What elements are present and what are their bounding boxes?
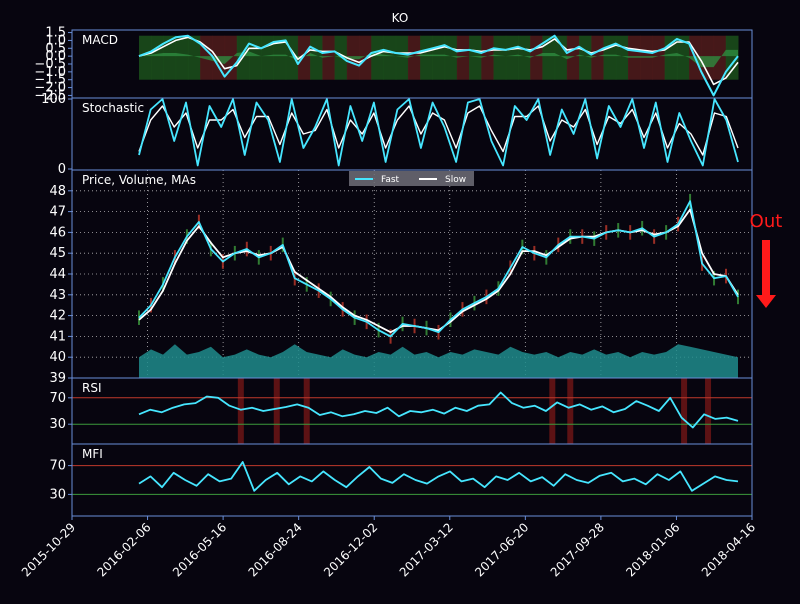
macd-shade-band: [444, 35, 458, 80]
y-tick-label: 30: [49, 417, 66, 432]
macd-shade-band: [542, 35, 556, 80]
macd-shade-band: [615, 35, 629, 80]
macd-shade-band: [273, 35, 287, 80]
macd-signal-line: [138, 36, 739, 86]
x-tick-label: 2016-05-16: [170, 520, 229, 579]
macd-shade-band: [640, 35, 653, 80]
panel-title: MFI: [82, 447, 103, 461]
y-tick-label: 39: [49, 371, 66, 386]
y-tick-label: 0: [58, 162, 66, 177]
x-tick-label: 2018-04-16: [699, 520, 758, 579]
x-tick-label: 2015-10-29: [19, 520, 78, 579]
macd-shade-band: [469, 35, 482, 80]
macd-shade-band: [163, 35, 177, 80]
macd-shade-band: [481, 35, 495, 80]
x-tick-label: 2017-09-28: [548, 520, 607, 579]
x-tick-label: 2016-02-06: [94, 520, 153, 579]
chart-title: KO: [392, 11, 409, 25]
macd-shade-band: [652, 35, 666, 80]
macd-shade-band: [395, 35, 409, 80]
y-tick-label: −2.5: [34, 88, 66, 103]
mfi-line: [138, 461, 739, 492]
macd-shade-band: [139, 35, 152, 80]
macd-shade-band: [627, 35, 641, 80]
y-tick-label: 1.0: [45, 33, 66, 48]
panel-title: MACD: [82, 33, 118, 47]
panel-title: Price, Volume, MAs: [82, 173, 196, 187]
volume-area: [139, 344, 738, 378]
out-annotation: Out: [750, 211, 783, 232]
macd-shade-band: [383, 35, 397, 80]
rsi-highlight-band: [237, 378, 244, 444]
x-tick-label: 2017-03-12: [397, 520, 456, 579]
x-tick-label: 2018-01-06: [623, 520, 682, 579]
macd-line: [138, 34, 739, 97]
macd-shade-band: [151, 35, 164, 80]
macd-shade-band: [187, 35, 201, 80]
rsi-highlight-band: [681, 378, 688, 444]
macd-shade-band: [603, 35, 617, 80]
macd-shade-band: [420, 35, 433, 80]
x-tick-label: 2016-12-02: [321, 520, 380, 579]
y-tick-label: 100: [41, 92, 66, 107]
x-tick-label: 2017-06-20: [472, 520, 531, 579]
macd-shade-band: [432, 35, 446, 80]
rsi-highlight-band: [303, 378, 310, 444]
macd-shade-band: [297, 35, 311, 80]
y-tick-label: 30: [49, 487, 66, 502]
y-tick-label: 0.5: [45, 41, 66, 56]
macd-shade-band: [566, 35, 580, 80]
macd-shade-band: [407, 35, 421, 80]
macd-shade-band: [456, 35, 470, 80]
macd-shade-band: [175, 35, 189, 80]
panel-frame: [71, 443, 753, 517]
y-tick-label: 41: [49, 329, 66, 344]
macd-shade-band: [310, 35, 323, 80]
stochastic-k-line: [138, 98, 739, 167]
y-tick-label: 0.0: [45, 49, 66, 64]
macd-shade-band: [579, 35, 592, 80]
y-tick-label: 70: [49, 459, 66, 474]
legend-label-slow: Slow: [445, 175, 466, 185]
y-tick-label: 48: [49, 184, 66, 199]
x-tick-label: 2016-08-24: [246, 520, 305, 579]
fast-ma-line: [138, 200, 739, 338]
y-tick-label: 70: [49, 391, 66, 406]
y-tick-label: 43: [49, 288, 66, 303]
down-arrow-icon: [756, 240, 776, 308]
panel-title: RSI: [82, 381, 102, 395]
macd-shade-band: [322, 35, 336, 80]
y-tick-label: −1.5: [34, 73, 66, 88]
legend-label-fast: Fast: [381, 175, 400, 185]
macd-shade-band: [249, 35, 262, 80]
y-tick-label: 44: [49, 267, 66, 282]
macd-shade-band: [676, 35, 690, 80]
rsi-line: [138, 391, 739, 429]
y-tick-label: 42: [49, 309, 66, 324]
macd-shade-band: [530, 35, 543, 80]
y-tick-label: −2.0: [34, 81, 66, 96]
macd-shade-band: [505, 35, 519, 80]
rsi-highlight-band: [549, 378, 556, 444]
macd-shade-band: [371, 35, 384, 80]
y-tick-label: −0.5: [34, 57, 66, 72]
y-tick-label: 45: [49, 246, 66, 261]
macd-shade-band: [517, 35, 531, 80]
y-tick-label: 40: [49, 350, 66, 365]
rsi-highlight-band: [567, 378, 574, 444]
rsi-highlight-band: [705, 378, 712, 444]
panel-title: Stochastic: [82, 101, 144, 115]
legend-box: [349, 171, 474, 186]
slow-ma-line: [138, 208, 739, 334]
macd-shade-band: [493, 35, 507, 80]
y-tick-label: 47: [49, 205, 66, 220]
y-tick-label: 46: [49, 225, 66, 240]
rsi-highlight-band: [273, 378, 280, 444]
y-tick-label: 1.5: [45, 26, 66, 41]
y-tick-label: −1.0: [34, 65, 66, 80]
macd-shade-band: [591, 35, 605, 80]
